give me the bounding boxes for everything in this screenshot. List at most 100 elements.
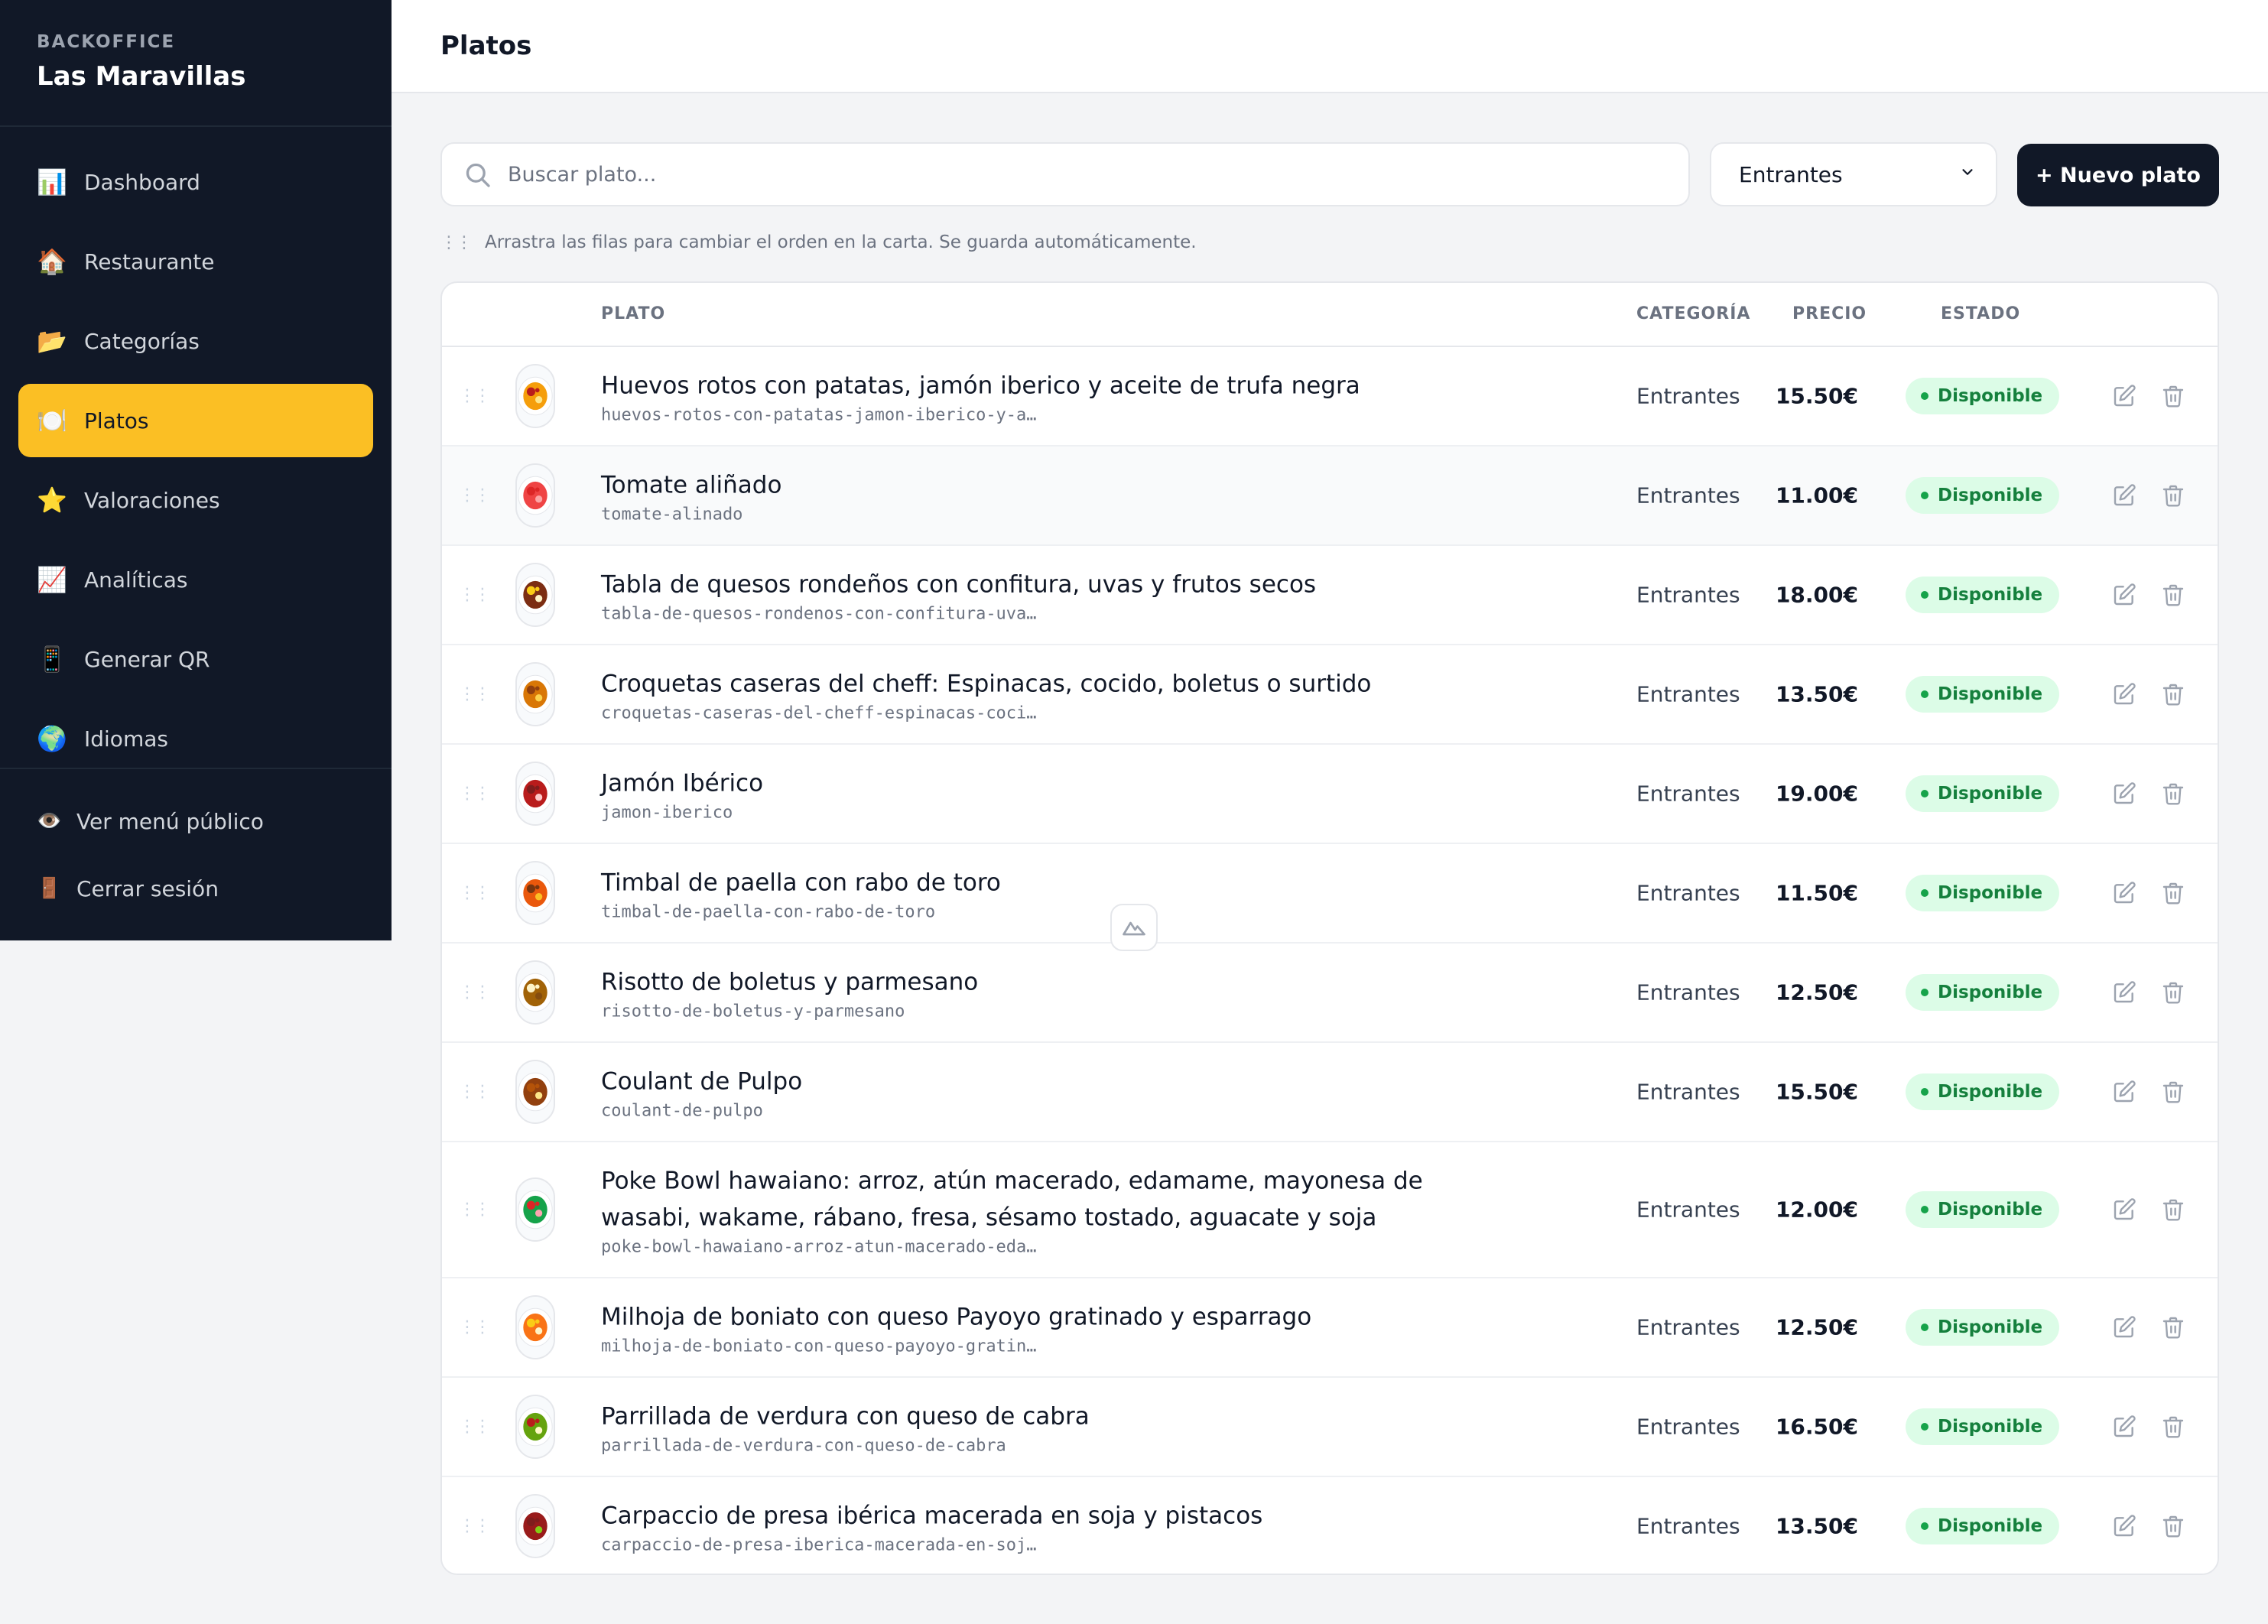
drag-handle-icon[interactable]: ⋮⋮ (459, 684, 491, 704)
dish-name: Risotto de boletus y parmesano (601, 968, 979, 996)
dish-category: Entrantes (1636, 1079, 1740, 1105)
table-row[interactable]: ⋮⋮ Huevos rotos con patatas, jamón iberi… (442, 347, 2218, 447)
sidebar-item-cerrar-sesion[interactable]: 🚪 Cerrar sesión (18, 862, 373, 915)
table-row[interactable]: ⋮⋮ Poke Bowl hawaiano: arroz, atún macer… (442, 1142, 2218, 1278)
dish-name: Tomate aliñado (601, 471, 782, 499)
sidebar-item-platos[interactable]: 🍽️ Platos (18, 384, 373, 457)
sidebar-item-restaurante[interactable]: 🏠 Restaurante (18, 225, 373, 298)
dish-price: 13.50€ (1775, 681, 1858, 707)
table-row[interactable]: ⋮⋮ Parrillada de verdura con queso de ca… (442, 1378, 2218, 1477)
sidebar-item-dashboard[interactable]: 📊 Dashboard (18, 145, 373, 219)
devtools-icon[interactable] (1110, 904, 1158, 951)
table-row[interactable]: ⋮⋮ Croquetas caseras del cheff: Espinaca… (442, 645, 2218, 745)
sidebar-item-categorias[interactable]: 📂 Categorías (18, 304, 373, 378)
status-badge: Disponible (1906, 974, 2060, 1011)
edit-icon[interactable] (2112, 980, 2136, 1005)
edit-icon[interactable] (2112, 1415, 2136, 1439)
status-dot-icon (1921, 1522, 1928, 1530)
table-row[interactable]: ⋮⋮ Risotto de boletus y parmesano risott… (442, 944, 2218, 1043)
dish-info: Coulant de Pulpo coulant-de-pulpo (601, 1064, 1519, 1121)
dish-category: Entrantes (1636, 482, 1740, 508)
edit-icon[interactable] (2112, 1197, 2136, 1222)
table-row[interactable]: ⋮⋮ Jamón Ibérico jamon-iberico Entrantes… (442, 745, 2218, 844)
dish-slug: tabla-de-quesos-rondenos-con-confitura-u… (601, 604, 1037, 624)
drag-handle-icon[interactable]: ⋮⋮ (459, 1417, 491, 1437)
trash-icon[interactable] (2161, 1080, 2185, 1104)
reorder-hint-text: Arrastra las filas para cambiar el orden… (485, 232, 1197, 252)
table-row[interactable]: ⋮⋮ Tomate aliñado tomate-alinado Entrant… (442, 447, 2218, 546)
trash-icon[interactable] (2161, 1315, 2185, 1340)
sidebar-item-ver-menu-publico[interactable]: 👁️ Ver menú público (18, 794, 373, 848)
trash-icon[interactable] (2161, 1415, 2185, 1439)
edit-icon[interactable] (2112, 682, 2136, 706)
drag-handle-icon[interactable]: ⋮⋮ (459, 1317, 491, 1337)
status-label: Disponible (1938, 1082, 2043, 1102)
trash-icon[interactable] (2161, 881, 2185, 905)
trash-icon[interactable] (2161, 1197, 2185, 1222)
status-dot-icon (1921, 989, 1928, 996)
edit-icon[interactable] (2112, 583, 2136, 607)
status-dot-icon (1921, 889, 1928, 897)
sidebar-item-idiomas[interactable]: 🌍 Idiomas (18, 702, 373, 775)
dish-category: Entrantes (1636, 1513, 1740, 1539)
drag-handle-icon[interactable]: ⋮⋮ (459, 983, 491, 1002)
edit-icon[interactable] (2112, 1080, 2136, 1104)
dish-thumbnail (515, 1295, 555, 1359)
table-row[interactable]: ⋮⋮ Timbal de paella con rabo de toro tim… (442, 844, 2218, 944)
new-dish-button[interactable]: + Nuevo plato (2017, 144, 2219, 206)
drag-handle-icon[interactable]: ⋮⋮ (459, 1516, 491, 1536)
brand-eyebrow: BACKOFFICE (37, 32, 176, 52)
trash-icon[interactable] (2161, 781, 2185, 806)
sidebar-item-valoraciones[interactable]: ⭐ Valoraciones (18, 463, 373, 537)
restaurante-icon: 🏠 (37, 247, 67, 276)
dish-thumbnail (515, 1060, 555, 1124)
category-select[interactable]: Entrantes (1710, 142, 1997, 206)
chevron-down-icon (1959, 164, 1976, 185)
edit-icon[interactable] (2112, 1315, 2136, 1340)
edit-icon[interactable] (2112, 384, 2136, 408)
sidebar-item-analiticas[interactable]: 📈 Analíticas (18, 543, 373, 616)
edit-icon[interactable] (2112, 881, 2136, 905)
dish-slug: parrillada-de-verdura-con-queso-de-cabra (601, 1436, 1006, 1456)
dish-price: 12.00€ (1775, 1197, 1858, 1223)
trash-icon[interactable] (2161, 384, 2185, 408)
edit-icon[interactable] (2112, 483, 2136, 508)
brand: BACKOFFICE Las Maravillas (0, 0, 392, 127)
search-input[interactable] (508, 162, 1655, 187)
table-row[interactable]: ⋮⋮ Milhoja de boniato con queso Payoyo g… (442, 1278, 2218, 1378)
sidebar-item-generar-qr[interactable]: 📱 Generar QR (18, 622, 373, 696)
edit-icon[interactable] (2112, 1514, 2136, 1538)
dishes-table: PLATO CATEGORÍA PRECIO ESTADO ⋮⋮ Huevos … (440, 281, 2219, 1575)
dish-category: Entrantes (1636, 383, 1740, 409)
trash-icon[interactable] (2161, 583, 2185, 607)
dish-price: 16.50€ (1775, 1414, 1858, 1440)
drag-handle-icon[interactable]: ⋮⋮ (459, 386, 491, 406)
dish-thumbnail (515, 1395, 555, 1459)
trash-icon[interactable] (2161, 483, 2185, 508)
drag-handle-icon[interactable]: ⋮⋮ (459, 784, 491, 804)
idiomas-icon: 🌍 (37, 724, 67, 753)
dish-name: Parrillada de verdura con queso de cabra (601, 1402, 1090, 1431)
edit-icon[interactable] (2112, 781, 2136, 806)
drag-handle-icon[interactable]: ⋮⋮ (459, 1082, 491, 1102)
trash-icon[interactable] (2161, 1514, 2185, 1538)
sidebar-item-label: Dashboard (84, 169, 200, 195)
drag-handle-icon[interactable]: ⋮⋮ (459, 883, 491, 903)
dish-name: Timbal de paella con rabo de toro (601, 869, 1001, 897)
trash-icon[interactable] (2161, 682, 2185, 706)
status-dot-icon (1921, 690, 1928, 698)
drag-handle-icon[interactable]: ⋮⋮ (459, 585, 491, 605)
dish-thumbnail (515, 563, 555, 627)
trash-icon[interactable] (2161, 980, 2185, 1005)
col-header-estado: ESTADO (1941, 304, 2021, 323)
table-row[interactable]: ⋮⋮ Carpaccio de presa ibérica macerada e… (442, 1477, 2218, 1574)
drag-handle-icon[interactable]: ⋮⋮ (459, 1200, 491, 1220)
table-row[interactable]: ⋮⋮ Tabla de quesos rondeños con confitur… (442, 546, 2218, 645)
table-row[interactable]: ⋮⋮ Coulant de Pulpo coulant-de-pulpo Ent… (442, 1043, 2218, 1142)
dish-name: Tabla de quesos rondeños con confitura, … (601, 570, 1317, 599)
status-label: Disponible (1938, 486, 2043, 505)
status-badge: Disponible (1906, 875, 2060, 911)
col-header-precio: PRECIO (1792, 304, 1867, 323)
search-box[interactable] (440, 142, 1690, 206)
drag-handle-icon[interactable]: ⋮⋮ (459, 486, 491, 505)
